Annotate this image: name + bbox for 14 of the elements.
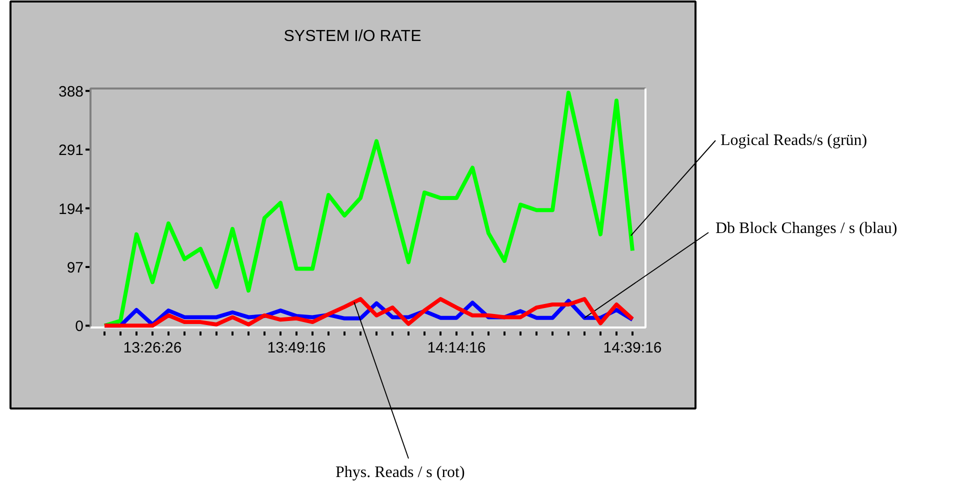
x-tick-label: 14:39:16	[603, 340, 662, 356]
y-tick-label: 97	[66, 259, 84, 276]
y-tick-label: 291	[58, 142, 84, 160]
y-tick-label: 388	[58, 83, 84, 100]
y-tick-label: 0	[75, 318, 84, 336]
x-tick-label: 13:26:26	[123, 340, 182, 356]
line-series	[102, 90, 634, 328]
text: Phys. Reads / s (rot)	[336, 464, 465, 481]
chart-title: SYSTEM I/O RATE	[284, 28, 422, 45]
text: Db Block Changes / s (blau)	[716, 220, 898, 237]
y-tick-label: 194	[58, 200, 84, 218]
x-tick-label: 14:14:16	[427, 340, 486, 356]
x-tick-label: 13:49:16	[267, 340, 326, 356]
text: Logical Reads/s (grün)	[720, 132, 868, 149]
